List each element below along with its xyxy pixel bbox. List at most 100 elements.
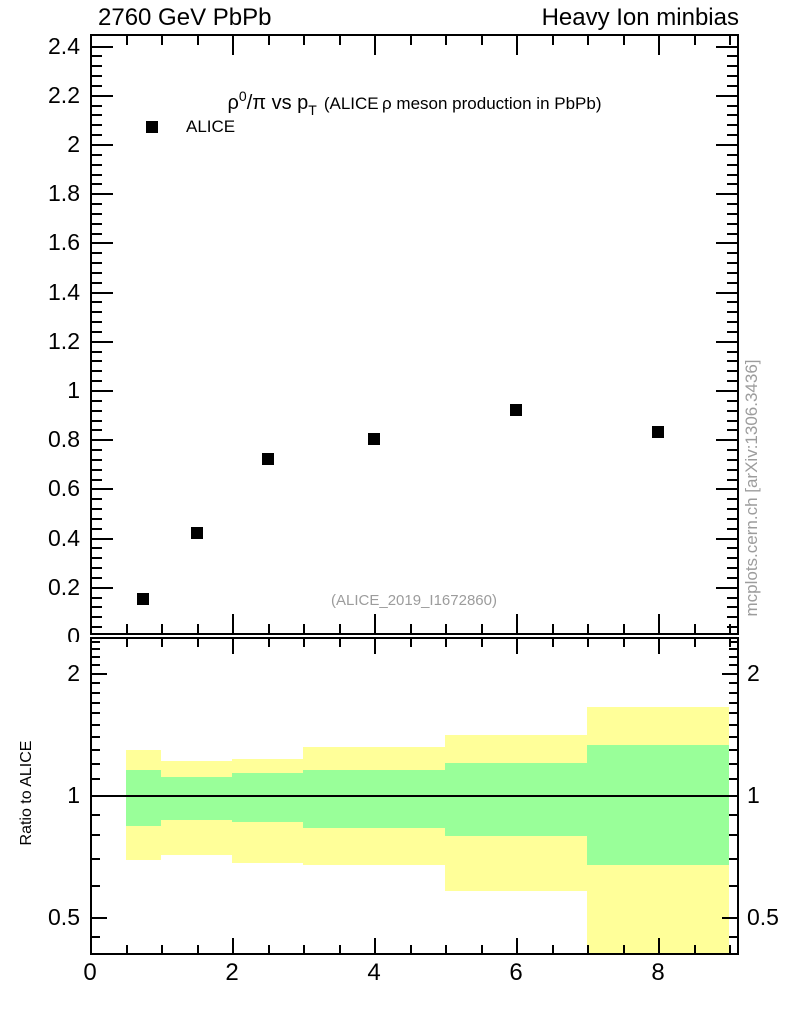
x-tick bbox=[693, 36, 696, 45]
main-y-tick-labels: 0 0.2 0.4 0.6 0.8 1 1.2 1.4 1.6 1.8 2 2.2 2.4 bbox=[0, 0, 88, 642]
x-tick bbox=[658, 639, 660, 654]
y-tick bbox=[727, 567, 737, 570]
header-beam-energy: 2760 GeV PbPb bbox=[98, 4, 272, 31]
y-tick-minor bbox=[729, 691, 737, 694]
y-tick bbox=[727, 65, 737, 68]
plot-title-segment: T bbox=[308, 102, 317, 118]
y-tick bbox=[92, 183, 102, 186]
y-tick-minor bbox=[729, 723, 737, 726]
y-tick-label: 0.6 bbox=[48, 475, 80, 502]
y-tick bbox=[727, 517, 737, 520]
y-tick bbox=[92, 281, 102, 284]
x-tick bbox=[729, 36, 731, 45]
y-tick-minor bbox=[92, 857, 100, 860]
y-tick bbox=[92, 576, 102, 579]
inner-uncertainty-band bbox=[232, 773, 303, 822]
y-tick-minor bbox=[729, 884, 737, 887]
x-tick bbox=[374, 36, 376, 55]
x-tick bbox=[232, 938, 234, 953]
x-tick-label: 2 bbox=[225, 959, 239, 986]
y-tick-minor bbox=[92, 762, 100, 765]
y-tick bbox=[92, 330, 102, 333]
y-tick bbox=[92, 291, 113, 294]
y-tick bbox=[92, 104, 102, 107]
x-tick bbox=[232, 639, 234, 654]
inner-uncertainty-band bbox=[303, 770, 445, 828]
x-tick bbox=[693, 639, 696, 647]
y-tick bbox=[727, 547, 737, 550]
y-tick bbox=[92, 173, 102, 176]
ratio-y-tick-label: 1 bbox=[747, 782, 760, 808]
y-tick bbox=[92, 301, 102, 304]
y-tick bbox=[92, 616, 102, 619]
x-tick bbox=[267, 639, 270, 647]
x-tick bbox=[125, 945, 128, 953]
y-tick bbox=[727, 409, 737, 412]
y-tick bbox=[92, 390, 113, 392]
x-tick bbox=[551, 624, 554, 633]
y-tick-minor bbox=[92, 935, 100, 938]
y-tick bbox=[727, 429, 737, 432]
y-tick bbox=[727, 419, 737, 422]
y-tick bbox=[92, 114, 102, 117]
y-tick-label: 0.2 bbox=[48, 573, 80, 600]
x-tick bbox=[161, 945, 163, 953]
x-tick-label: 0 bbox=[83, 959, 97, 986]
y-tick-label: 2.4 bbox=[48, 32, 80, 59]
y-tick bbox=[716, 340, 737, 343]
y-tick-minor bbox=[729, 682, 737, 685]
x-tick bbox=[587, 36, 589, 45]
y-tick bbox=[92, 340, 113, 343]
y-tick-label: 1.4 bbox=[48, 278, 80, 305]
y-tick bbox=[722, 795, 737, 797]
y-tick bbox=[722, 672, 737, 675]
x-tick bbox=[338, 624, 341, 633]
y-tick bbox=[92, 252, 102, 255]
x-tick bbox=[551, 36, 554, 45]
y-tick bbox=[92, 626, 102, 629]
x-tick bbox=[338, 639, 341, 647]
y-tick bbox=[727, 380, 737, 383]
y-tick-label: 0.4 bbox=[48, 524, 80, 551]
y-tick bbox=[92, 212, 102, 215]
x-tick-label: 8 bbox=[651, 959, 665, 986]
y-tick bbox=[727, 527, 737, 530]
y-tick bbox=[92, 586, 113, 589]
x-tick bbox=[480, 624, 483, 633]
y-tick bbox=[92, 672, 107, 675]
y-tick bbox=[92, 380, 102, 383]
x-tick bbox=[374, 614, 376, 633]
x-tick bbox=[445, 624, 447, 633]
y-tick bbox=[727, 222, 737, 225]
y-tick-minor bbox=[729, 857, 737, 860]
y-tick bbox=[727, 596, 737, 599]
y-tick bbox=[92, 468, 102, 471]
y-tick bbox=[727, 84, 737, 87]
y-tick-minor bbox=[92, 723, 100, 726]
x-tick bbox=[622, 945, 625, 953]
y-tick bbox=[92, 45, 113, 48]
y-tick bbox=[727, 606, 737, 609]
plot-title-segment: (ALICE ρ meson production in PbPb) bbox=[323, 94, 602, 113]
y-tick-label: 2.2 bbox=[48, 81, 80, 108]
x-tick bbox=[303, 639, 305, 647]
data-point-marker bbox=[137, 593, 150, 606]
x-tick bbox=[303, 36, 305, 45]
y-tick bbox=[92, 488, 113, 491]
y-tick bbox=[92, 153, 102, 156]
x-tick bbox=[232, 36, 234, 55]
y-tick-minor bbox=[729, 935, 737, 938]
x-tick bbox=[729, 639, 731, 647]
y-tick bbox=[92, 419, 102, 422]
y-tick bbox=[92, 409, 102, 412]
y-tick bbox=[727, 508, 737, 511]
inner-uncertainty-band bbox=[161, 776, 232, 820]
data-point-marker bbox=[510, 403, 522, 416]
y-tick bbox=[92, 193, 113, 196]
y-tick bbox=[92, 262, 102, 265]
y-tick bbox=[92, 567, 102, 570]
x-tick bbox=[587, 639, 589, 647]
y-tick-minor bbox=[729, 701, 737, 704]
x-tick bbox=[480, 36, 483, 45]
